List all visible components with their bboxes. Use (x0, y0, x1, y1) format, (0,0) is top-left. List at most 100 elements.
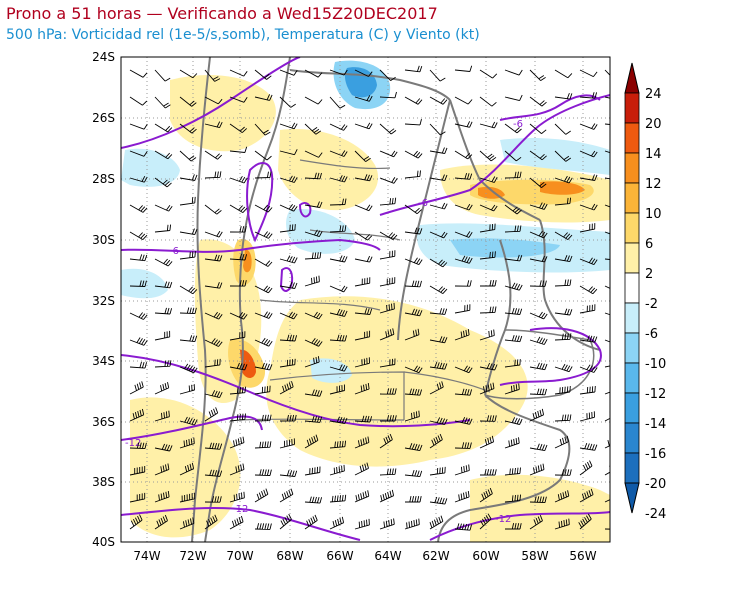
wind-barb (429, 258, 448, 268)
wind-barb (554, 123, 571, 135)
wind-barb (404, 227, 423, 235)
latitude-labels: 24S 26S 28S 30S 32S 34S 36S 38S 40S (92, 50, 115, 549)
wind-barb (279, 311, 298, 320)
wind-barb (554, 255, 573, 263)
lat-label-32s: 32S (92, 294, 115, 308)
wind-barb (179, 363, 198, 374)
wind-barb (279, 175, 298, 183)
wind-barb (479, 382, 495, 395)
wind-barb (129, 175, 148, 183)
coastline-pacific (191, 57, 211, 542)
lat-label-26s: 26S (92, 111, 115, 125)
wind-barb (554, 150, 572, 162)
wind-barb (279, 358, 296, 368)
wind-barb (204, 204, 222, 215)
wind-barb (479, 415, 497, 422)
wind-barb (304, 252, 322, 260)
wind-barb (404, 308, 423, 317)
wind-barb (179, 69, 198, 79)
wind-barb (479, 435, 495, 449)
wind-barb (354, 231, 373, 241)
wind-barb (179, 437, 195, 449)
wind-barb (379, 415, 397, 422)
wind-barb (429, 285, 448, 294)
wind-barb (279, 488, 294, 503)
vort-max-andes-north-core (243, 249, 252, 273)
wind-barb (304, 356, 320, 368)
wind-barb (579, 385, 596, 395)
wind-barb (229, 362, 248, 371)
vort-neg-mid (310, 358, 352, 383)
colorbar-label-minus14: -14 (645, 417, 666, 432)
wind-barb (404, 280, 422, 288)
wind-barb (579, 150, 598, 158)
wind-barb (504, 494, 522, 503)
map-title: Prono a 51 horas — Verificando a Wed15Z2… (6, 4, 438, 23)
wind-barb (429, 174, 448, 182)
wind-barb (429, 123, 446, 136)
wind-barb (329, 516, 345, 530)
wind-barb (379, 328, 395, 341)
wind-barb (329, 198, 347, 206)
wind-barb (479, 121, 498, 129)
colorbar-cell (624, 242, 640, 274)
wind-barb (529, 443, 548, 452)
wind-barb (204, 121, 223, 129)
lat-label-30s: 30S (92, 233, 115, 247)
lon-label-62w: 62W (422, 549, 449, 563)
plot-frame (120, 56, 611, 543)
wind-barb (129, 150, 148, 157)
rio-parana (397, 99, 451, 341)
wind-barb (504, 467, 521, 476)
wind-barb (329, 334, 348, 342)
wind-barb (229, 413, 246, 422)
wind-barb (179, 462, 195, 476)
wind-barb (329, 175, 348, 183)
colorbar-label-2: 2 (645, 267, 653, 282)
wind-barb (279, 469, 298, 477)
wind-barb (379, 302, 395, 314)
wind-barb (529, 515, 543, 530)
wind-barb (229, 436, 245, 449)
wind-barb (554, 197, 572, 206)
wind-barb (454, 231, 473, 238)
wind-barb (254, 123, 271, 136)
wind-barb (529, 230, 548, 239)
wind-barb (179, 150, 197, 162)
wind-barb (329, 384, 346, 395)
border-bolivia-argentina (289, 69, 451, 101)
wind-barb (154, 360, 172, 368)
wind-barb (129, 337, 148, 346)
wind-barb (504, 204, 522, 215)
wind-barb (405, 496, 422, 503)
lon-label-68w: 68W (276, 549, 303, 563)
wind-barb (454, 304, 471, 314)
wind-barb (579, 203, 598, 211)
wind-barb (179, 251, 196, 260)
wind-barb (454, 442, 472, 449)
wind-barb (204, 282, 223, 289)
wind-barb (129, 280, 147, 287)
contour-label-minus6-ne: -6 (513, 119, 523, 130)
colorbar-cell (624, 212, 640, 244)
wind-barb (604, 69, 610, 76)
colorbar-cell (624, 122, 640, 154)
wind-barb (604, 204, 610, 208)
wind-barb (479, 329, 495, 341)
wind-barb (579, 442, 598, 451)
colorbar-cell (624, 152, 640, 184)
wind-barb (204, 254, 223, 262)
wind-barb (604, 123, 610, 125)
colorbar-label-minus10: -10 (645, 357, 666, 372)
border-brazil (539, 219, 601, 351)
wind-barb (554, 435, 570, 449)
longitude-labels: 74W 72W 70W 68W 66W 64W 62W 60W 58W 56W (133, 549, 596, 563)
temp-contour-minus6-loop (246, 162, 274, 243)
colorbar-label-14: 14 (645, 147, 662, 162)
wind-barb (429, 336, 448, 344)
colorbar-label-minus24: -24 (645, 507, 666, 522)
wind-barb (329, 69, 348, 76)
wind-barb (354, 490, 370, 503)
wind-barb (554, 175, 573, 184)
lon-label-58w: 58W (521, 549, 548, 563)
